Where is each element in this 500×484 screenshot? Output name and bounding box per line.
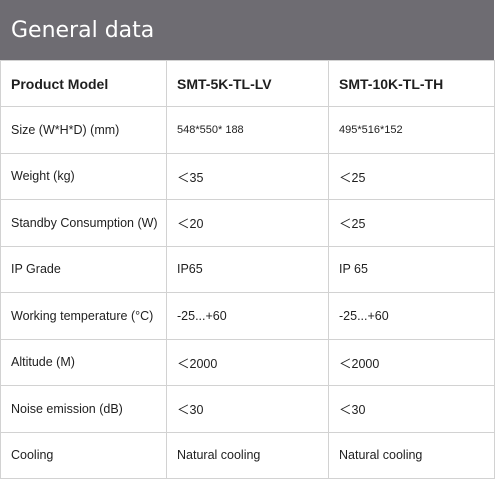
row-label: Size (W*H*D) (mm): [0, 106, 167, 154]
cell-model-1: IP65: [166, 245, 329, 293]
cell-model-2: ＜30: [328, 385, 495, 433]
cell-model-2: -25...+60: [328, 292, 495, 340]
row-label: Noise emission (dB): [0, 385, 167, 433]
cell-model-1: ＜2000: [166, 338, 329, 386]
cell-model-1: ＜30: [166, 385, 329, 433]
row-label: Altitude (M): [0, 338, 167, 386]
row-label: Cooling: [0, 431, 167, 479]
table-row: Size (W*H*D) (mm) 548*550* 188 495*516*1…: [0, 106, 495, 154]
table-row: Weight (kg) ＜35 ＜25: [0, 152, 495, 200]
row-label: Standby Consumption (W): [0, 199, 167, 247]
row-label: Weight (kg): [0, 152, 167, 200]
cell-model-1: Natural cooling: [166, 431, 329, 479]
header-model-2: SMT-10K-TL-TH: [328, 60, 495, 107]
table-row: Working temperature (°C) -25...+60 -25..…: [0, 292, 495, 340]
section-title: General data: [0, 0, 494, 61]
cell-model-1: ＜20: [166, 199, 329, 247]
cell-model-2: ＜2000: [328, 338, 495, 386]
table-header-row: Product Model SMT-5K-TL-LV SMT-10K-TL-TH: [0, 60, 495, 107]
header-model-1: SMT-5K-TL-LV: [166, 60, 329, 107]
table-row: Cooling Natural cooling Natural cooling: [0, 431, 495, 479]
row-label: Working temperature (°C): [0, 292, 167, 340]
cell-model-2: Natural cooling: [328, 431, 495, 479]
specs-table: Product Model SMT-5K-TL-LV SMT-10K-TL-TH…: [0, 60, 495, 479]
cell-model-2: ＜25: [328, 199, 495, 247]
table-row: Noise emission (dB) ＜30 ＜30: [0, 385, 495, 433]
header-product-model: Product Model: [0, 60, 167, 107]
cell-model-1: -25...+60: [166, 292, 329, 340]
table-row: Standby Consumption (W) ＜20 ＜25: [0, 199, 495, 247]
table-row: Altitude (M) ＜2000 ＜2000: [0, 338, 495, 386]
cell-model-2: IP 65: [328, 245, 495, 293]
cell-model-1: ＜35: [166, 152, 329, 200]
row-label: IP Grade: [0, 245, 167, 293]
cell-model-2: 495*516*152: [328, 106, 495, 154]
table-row: IP Grade IP65 IP 65: [0, 245, 495, 293]
cell-model-1: 548*550* 188: [166, 106, 329, 154]
cell-model-2: ＜25: [328, 152, 495, 200]
